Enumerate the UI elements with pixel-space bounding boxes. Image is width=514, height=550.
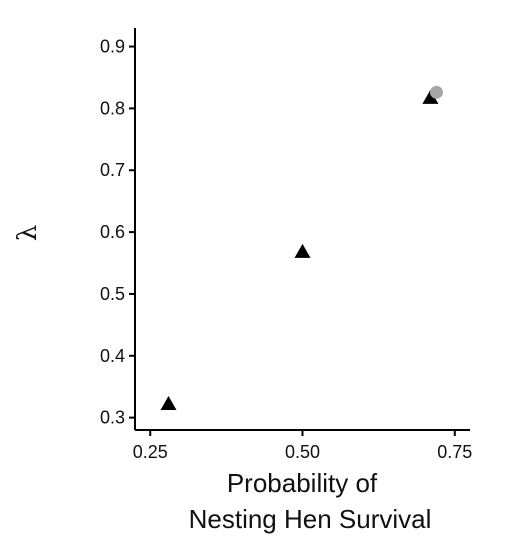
- data-point-circle: [430, 85, 443, 99]
- x-axis-title-line-1: Probability of: [227, 468, 378, 498]
- x-tick-label: 0.50: [285, 442, 320, 462]
- y-ticks: 0.3 0.4 0.5 0.6 0.7 0.8 0.9: [100, 37, 135, 428]
- y-tick-label: 0.5: [100, 284, 125, 304]
- y-tick-label: 0.7: [100, 160, 125, 180]
- axes: [134, 28, 470, 431]
- y-tick-label: 0.4: [100, 346, 125, 366]
- data-points: [160, 85, 443, 411]
- y-tick-label: 0.9: [100, 37, 125, 57]
- y-tick-label: 0.3: [100, 408, 125, 428]
- y-axis-title: λ: [13, 225, 43, 241]
- x-ticks: 0.25 0.50 0.75: [133, 430, 472, 462]
- data-point-triangle: [160, 396, 177, 411]
- data-point-triangle: [294, 243, 311, 258]
- y-tick-label: 0.8: [100, 98, 125, 118]
- x-tick-label: 0.25: [133, 442, 168, 462]
- y-tick-label: 0.6: [100, 222, 125, 242]
- x-tick-label: 0.75: [437, 442, 472, 462]
- x-axis-title-line-2: Nesting Hen Survival: [189, 504, 432, 534]
- data-point-triangle: [422, 89, 439, 104]
